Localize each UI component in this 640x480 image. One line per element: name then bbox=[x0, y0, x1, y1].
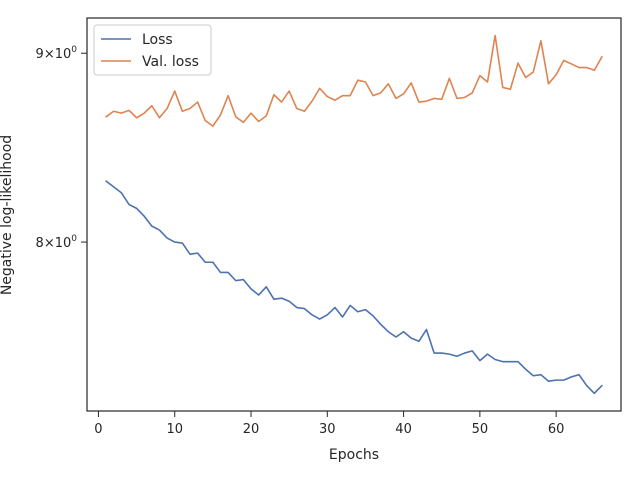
x-tick-label: 20 bbox=[243, 422, 260, 437]
x-tick-label: 0 bbox=[94, 422, 102, 437]
legend: Loss Val. loss bbox=[93, 24, 212, 76]
series-layer bbox=[105, 34, 603, 395]
x-tick-label: 40 bbox=[395, 422, 412, 437]
series-line-val-loss bbox=[105, 34, 603, 127]
y-axis-label: Negative log-likelihood bbox=[0, 135, 15, 295]
x-axis: 0 10 20 30 40 50 60 bbox=[94, 411, 564, 437]
y-tick-label: 8×100 bbox=[36, 234, 78, 251]
series-line-loss bbox=[105, 180, 603, 395]
y-axis: 8×100 9×100 bbox=[36, 45, 87, 251]
x-axis-label: Epochs bbox=[329, 447, 379, 463]
x-tick-label: 10 bbox=[166, 422, 183, 437]
legend-label-val-loss: Val. loss bbox=[142, 54, 199, 70]
x-tick-label: 60 bbox=[548, 422, 565, 437]
y-tick-label: 9×100 bbox=[36, 45, 78, 62]
legend-box bbox=[93, 24, 212, 76]
x-tick-label: 50 bbox=[472, 422, 489, 437]
plot-frame bbox=[86, 17, 622, 412]
x-tick-label: 30 bbox=[319, 422, 336, 437]
legend-label-loss: Loss bbox=[142, 32, 173, 48]
